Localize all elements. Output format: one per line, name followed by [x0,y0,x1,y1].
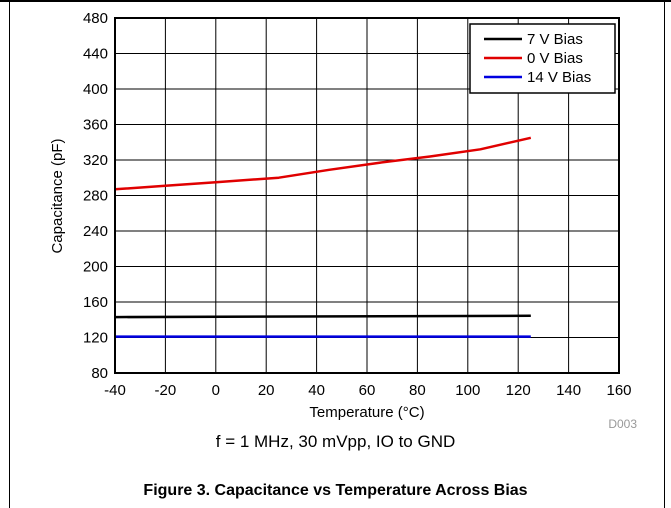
series-group [114,136,532,338]
plot-frame [114,17,620,374]
x-tick-label: 0 [212,382,220,399]
x-tick-label: 80 [409,382,426,399]
x-tick-label: -40 [104,382,126,399]
x-tick-label: 160 [606,382,631,399]
x-tick-label: 100 [455,382,480,399]
y-tick-label: 360 [83,117,108,134]
frame-right-border [664,0,665,508]
y-tick-label: 320 [83,152,108,169]
y-tick-label: 80 [91,365,108,382]
y-tick-label: 400 [83,81,108,98]
series-line-0-v-bias [114,136,532,191]
frame-left-border [9,0,10,508]
x-tick-label: 20 [258,382,275,399]
legend: 7 V Bias 0 V Bias 14 V Bias [469,23,616,94]
tick-labels: -40 -20 0 20 40 60 80 100 120 140 160 80 120 160 200 24… [83,10,632,399]
figure-caption: Figure 3. Capacitance vs Temperature Acr… [143,482,528,499]
y-tick-label: 200 [83,259,108,276]
series-line-7-v-bias [114,314,531,319]
y-tick-label: 440 [83,46,108,63]
x-tick-label: -20 [155,382,177,399]
y-tick-label: 280 [83,188,108,205]
capacitance-chart: -40 -20 0 20 40 60 80 100 120 140 160 80 120 160 200 24… [49,10,637,430]
legend-box [469,23,616,94]
frame-top-border [0,0,671,2]
x-tick-label: 40 [308,382,325,399]
y-axis-label: Capacitance (pF) [49,138,66,253]
y-tick-label: 480 [83,10,108,27]
y-tick-label: 240 [83,223,108,240]
x-axis-label: Temperature (°C) [309,404,424,421]
chart-annotation: D003 [608,417,637,430]
x-tick-label: 120 [506,382,531,399]
x-tick-label: 60 [359,382,376,399]
x-tick-label: 140 [556,382,581,399]
legend-label: 0 V Bias [527,50,583,67]
legend-label: 14 V Bias [527,69,591,86]
y-tick-label: 160 [83,294,108,311]
legend-label: 7 V Bias [527,31,583,48]
chart-subcaption: f = 1 MHz, 30 mVpp, IO to GND [215,432,456,451]
y-tick-label: 120 [83,330,108,347]
